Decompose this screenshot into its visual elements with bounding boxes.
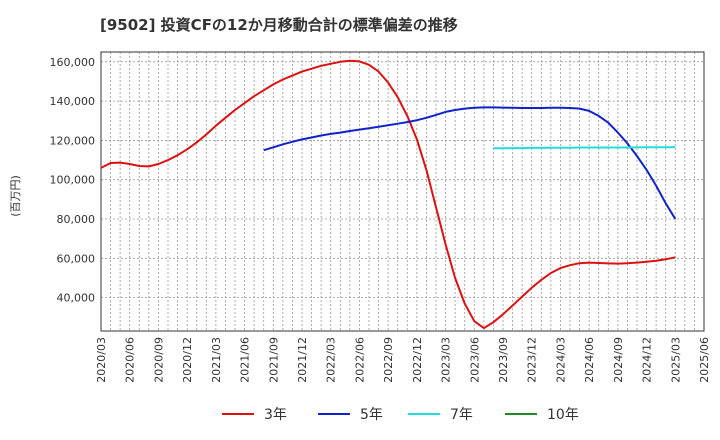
legend-label: 5年 bbox=[360, 407, 383, 423]
x-tick-label: 2023/03 bbox=[440, 337, 453, 383]
x-tick-label: 2020/03 bbox=[95, 337, 108, 383]
legend-label: 7年 bbox=[450, 407, 473, 423]
y-tick-label: 120,000 bbox=[50, 134, 96, 147]
x-tick-label: 2024/06 bbox=[583, 337, 596, 383]
y-tick-label: 140,000 bbox=[50, 95, 96, 108]
legend-label: 10年 bbox=[547, 407, 579, 423]
x-tick-label: 2025/06 bbox=[698, 337, 711, 383]
x-tick-label: 2024/03 bbox=[554, 337, 567, 383]
x-tick-label: 2023/12 bbox=[526, 337, 539, 383]
x-tick-label: 2023/09 bbox=[497, 337, 510, 383]
x-tick-label: 2023/06 bbox=[468, 337, 481, 383]
x-tick-label: 2024/09 bbox=[612, 337, 625, 383]
series-line bbox=[100, 59, 676, 330]
x-tick-label: 2021/09 bbox=[267, 337, 280, 383]
x-tick-label: 2024/12 bbox=[641, 337, 654, 383]
y-axis-ticks: 40,000 60,000 80,000 100,000 120,000 140,000 1… bbox=[50, 56, 96, 305]
y-tick-label: 100,000 bbox=[50, 174, 96, 187]
chart-title: [9502] 投資CFの12か月移動合計の標準偏差の推移 bbox=[100, 16, 458, 34]
x-axis-ticks: 2020/03 2020/06 2020/09 2020/12 2021/03 2021/… bbox=[95, 337, 711, 383]
y-axis-label: (百万円) bbox=[9, 175, 22, 217]
plot-frame bbox=[100, 51, 705, 332]
x-tick-label: 2021/06 bbox=[239, 337, 252, 383]
x-tick-label: 2022/09 bbox=[382, 337, 395, 383]
series-line bbox=[263, 106, 677, 220]
legend-label: 3年 bbox=[264, 407, 287, 423]
y-tick-label: 80,000 bbox=[57, 213, 96, 226]
grid bbox=[101, 52, 704, 331]
x-tick-label: 2020/06 bbox=[124, 337, 137, 383]
x-tick-label: 2021/12 bbox=[296, 337, 309, 383]
series-line bbox=[493, 146, 676, 150]
x-tick-label: 2020/09 bbox=[152, 337, 165, 383]
series-lines bbox=[100, 59, 677, 330]
y-tick-label: 40,000 bbox=[57, 292, 96, 305]
x-tick-label: 2022/03 bbox=[325, 337, 338, 383]
y-tick-label: 160,000 bbox=[50, 56, 96, 69]
x-tick-label: 2022/06 bbox=[353, 337, 366, 383]
x-tick-label: 2022/12 bbox=[411, 337, 424, 383]
x-tick-label: 2020/12 bbox=[181, 337, 194, 383]
x-tick-label: 2021/03 bbox=[210, 337, 223, 383]
x-tick-label: 2025/03 bbox=[669, 337, 682, 383]
y-tick-label: 60,000 bbox=[57, 252, 96, 265]
legend: 3年 5年 7年 10年 bbox=[222, 407, 579, 423]
